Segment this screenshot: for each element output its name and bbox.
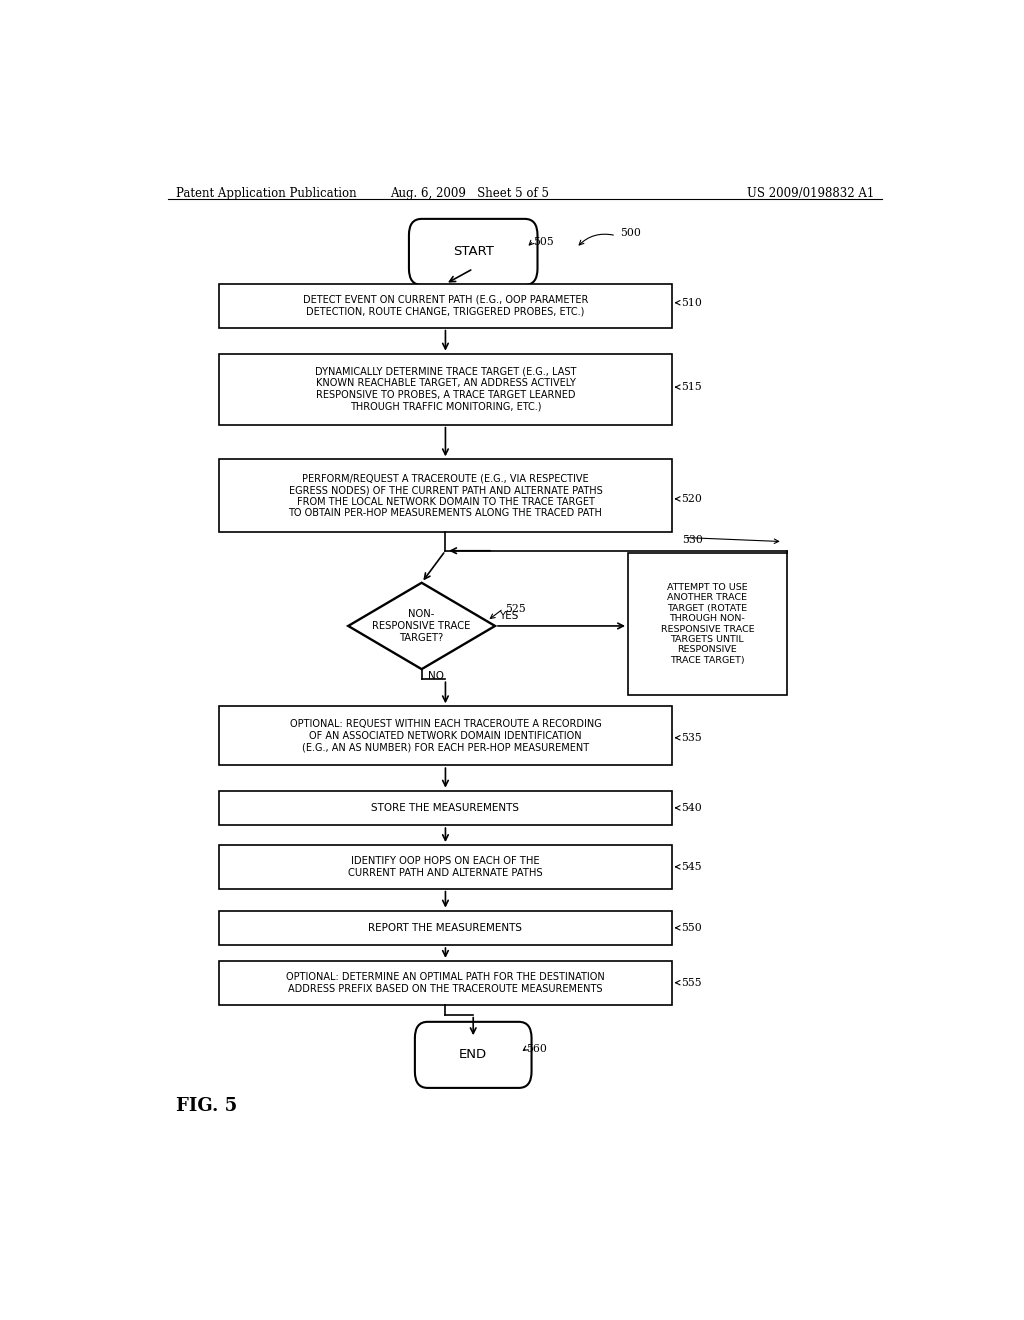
Text: 525: 525	[505, 603, 525, 614]
FancyBboxPatch shape	[409, 219, 538, 285]
Text: Aug. 6, 2009   Sheet 5 of 5: Aug. 6, 2009 Sheet 5 of 5	[390, 187, 549, 199]
Text: DETECT EVENT ON CURRENT PATH (E.G., OOP PARAMETER
DETECTION, ROUTE CHANGE, TRIGG: DETECT EVENT ON CURRENT PATH (E.G., OOP …	[303, 294, 588, 317]
FancyBboxPatch shape	[415, 1022, 531, 1088]
Text: Patent Application Publication: Patent Application Publication	[176, 187, 356, 199]
FancyBboxPatch shape	[219, 911, 672, 945]
Text: IDENTIFY OOP HOPS ON EACH OF THE
CURRENT PATH AND ALTERNATE PATHS: IDENTIFY OOP HOPS ON EACH OF THE CURRENT…	[348, 857, 543, 878]
Text: PERFORM/REQUEST A TRACEROUTE (E.G., VIA RESPECTIVE
EGRESS NODES) OF THE CURRENT : PERFORM/REQUEST A TRACEROUTE (E.G., VIA …	[289, 474, 602, 519]
Text: ATTEMPT TO USE
ANOTHER TRACE
TARGET (ROTATE
THROUGH NON-
RESPONSIVE TRACE
TARGET: ATTEMPT TO USE ANOTHER TRACE TARGET (ROT…	[660, 583, 754, 665]
Text: DYNAMICALLY DETERMINE TRACE TARGET (E.G., LAST
KNOWN REACHABLE TARGET, AN ADDRES: DYNAMICALLY DETERMINE TRACE TARGET (E.G.…	[314, 367, 577, 412]
Text: 505: 505	[532, 236, 554, 247]
FancyBboxPatch shape	[219, 706, 672, 766]
Text: OPTIONAL: DETERMINE AN OPTIMAL PATH FOR THE DESTINATION
ADDRESS PREFIX BASED ON : OPTIONAL: DETERMINE AN OPTIMAL PATH FOR …	[286, 972, 605, 994]
Text: 515: 515	[681, 381, 701, 392]
Text: 540: 540	[681, 803, 701, 813]
Text: 555: 555	[681, 978, 701, 987]
FancyBboxPatch shape	[219, 354, 672, 425]
Text: OPTIONAL: REQUEST WITHIN EACH TRACEROUTE A RECORDING
OF AN ASSOCIATED NETWORK DO: OPTIONAL: REQUEST WITHIN EACH TRACEROUTE…	[290, 719, 601, 752]
Text: 510: 510	[681, 298, 702, 308]
Text: START: START	[453, 246, 494, 259]
FancyBboxPatch shape	[219, 459, 672, 532]
Text: 500: 500	[620, 227, 641, 238]
Polygon shape	[348, 582, 495, 669]
Text: 530: 530	[682, 535, 702, 545]
FancyBboxPatch shape	[219, 961, 672, 1005]
Text: 520: 520	[681, 494, 702, 504]
FancyBboxPatch shape	[219, 845, 672, 888]
Text: 545: 545	[681, 862, 701, 871]
Text: NON-
RESPONSIVE TRACE
TARGET?: NON- RESPONSIVE TRACE TARGET?	[373, 610, 471, 643]
Text: YES: YES	[499, 611, 518, 620]
Text: 550: 550	[681, 923, 701, 933]
Text: END: END	[459, 1048, 487, 1061]
Text: REPORT THE MEASUREMENTS: REPORT THE MEASUREMENTS	[369, 923, 522, 933]
Text: 560: 560	[526, 1044, 547, 1053]
FancyBboxPatch shape	[219, 284, 672, 327]
Text: US 2009/0198832 A1: US 2009/0198832 A1	[746, 187, 873, 199]
Text: STORE THE MEASUREMENTS: STORE THE MEASUREMENTS	[372, 803, 519, 813]
Text: FIG. 5: FIG. 5	[176, 1097, 237, 1114]
Text: NO: NO	[428, 671, 444, 681]
FancyBboxPatch shape	[219, 791, 672, 825]
FancyBboxPatch shape	[628, 553, 786, 696]
Text: 535: 535	[681, 733, 701, 743]
